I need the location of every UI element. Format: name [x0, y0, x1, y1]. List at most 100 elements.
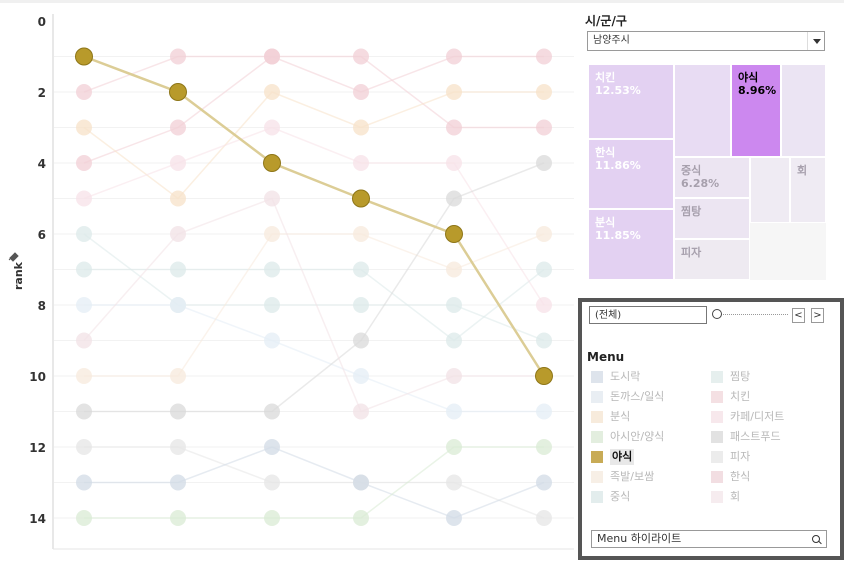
legend-swatch — [591, 471, 603, 483]
series-line-아시안/양식 — [84, 446, 544, 519]
series-line-치킨 — [83, 55, 544, 93]
treemap-cell-label: 회 — [797, 164, 808, 177]
treemap-cell[interactable] — [750, 157, 790, 223]
treemap-cell[interactable]: 회 — [790, 157, 826, 223]
page-next-button[interactable]: > — [811, 308, 824, 323]
data-point-아시안/양식 — [76, 510, 92, 526]
series-line-회 — [83, 197, 544, 413]
data-point-회 — [264, 190, 280, 207]
data-point-피자 — [264, 474, 280, 491]
legend-swatch — [591, 431, 603, 443]
menu-legend-panel: (전체) < > Menu 도시락 돈까스/일식 분식 아시안/양식 야식 족발/보쌈 중식… — [578, 298, 844, 560]
legend-swatch — [711, 371, 723, 383]
series-line-돈까스/일식 — [84, 304, 544, 413]
legend-label: 패스트푸드 — [730, 430, 781, 443]
data-point-족발/보쌈 — [264, 226, 280, 242]
treemap-cell[interactable]: 중식 6.28% — [674, 157, 750, 198]
data-point-돈까스/일식 — [446, 403, 462, 420]
y-tick-label: 10 — [29, 370, 46, 384]
data-point-분식 — [76, 119, 92, 136]
data-point-아시안/양식 — [353, 510, 369, 526]
treemap-cell[interactable]: 치킨 12.53% — [588, 64, 674, 139]
series-line-한식 — [83, 55, 544, 164]
treemap-cell[interactable]: 찜탕 — [674, 198, 750, 239]
data-point-치킨 — [536, 48, 552, 65]
data-point-야식 — [445, 225, 463, 243]
data-point-도시락 — [76, 474, 92, 491]
data-point-카페/디저트 — [446, 155, 462, 171]
treemap-cell[interactable] — [674, 64, 731, 157]
data-point-한식 — [76, 155, 92, 171]
treemap-cell[interactable]: 분식 11.85% — [588, 209, 674, 280]
data-point-카페/디저트 — [170, 155, 186, 171]
filter-title: 시/군/구 — [585, 14, 627, 28]
data-point-치킨 — [446, 48, 462, 65]
data-point-돈까스/일식 — [353, 368, 369, 384]
pin-icon — [8, 252, 19, 262]
data-point-족발/보쌈 — [170, 368, 186, 384]
data-point-분식 — [170, 190, 186, 207]
rank-chart: 0 2 4 6 8 10 12 14 rank — [8, 14, 574, 550]
y-tick-label: 6 — [38, 228, 46, 242]
series-line-카페/디저트 — [83, 126, 545, 306]
district-dropdown[interactable]: 남양주시 — [587, 31, 825, 51]
data-point-찜탕 — [353, 261, 369, 278]
page-prev-button[interactable]: < — [792, 308, 805, 323]
top-divider — [0, 0, 844, 3]
data-point-찜탕 — [170, 261, 186, 278]
treemap-cell[interactable]: 피자 — [674, 239, 750, 280]
treemap-cell[interactable]: 한식 11.86% — [588, 139, 674, 209]
data-point-패스트푸드 — [536, 155, 552, 171]
data-point-카페/디저트 — [536, 297, 552, 313]
data-point-야식 — [75, 47, 93, 66]
data-point-회 — [76, 332, 92, 349]
data-point-피자 — [76, 439, 92, 455]
legend-label: 중식 — [610, 490, 631, 503]
page-filter-value[interactable]: (전체) — [589, 306, 707, 324]
data-point-아시안/양식 — [264, 510, 280, 526]
legend-swatch — [591, 491, 603, 503]
treemap-cell-label: 찜탕 — [681, 205, 702, 218]
data-point-회 — [353, 403, 369, 420]
data-point-중식 — [446, 297, 462, 313]
legend-swatch — [711, 471, 723, 483]
data-point-패스트푸드 — [446, 190, 462, 207]
page-slider-thumb[interactable] — [712, 309, 722, 319]
y-axis-title: rank — [12, 261, 25, 290]
data-point-피자 — [446, 474, 462, 491]
data-point-카페/디저트 — [264, 119, 280, 136]
series-line-족발/보쌈 — [84, 233, 545, 377]
data-point-아시안/양식 — [446, 439, 462, 455]
district-dropdown-value: 남양주시 — [593, 35, 630, 46]
data-point-카페/디저트 — [76, 190, 92, 207]
legend-label: 분식 — [610, 410, 631, 423]
data-point-한식 — [536, 119, 552, 136]
data-point-아시안/양식 — [170, 510, 186, 526]
data-point-한식 — [353, 48, 369, 65]
treemap-cell[interactable] — [781, 64, 826, 157]
data-point-도시락 — [446, 510, 462, 526]
treemap-cell[interactable]: 야식 8.96% — [731, 64, 781, 157]
menu-highlight-search[interactable]: Menu 하이라이트 — [591, 530, 827, 548]
data-point-찜탕 — [536, 261, 552, 278]
legend-swatch — [711, 411, 723, 423]
rank-chart-svg: 0 2 4 6 8 10 12 14 rank — [8, 14, 574, 550]
y-tick-label: 4 — [38, 157, 46, 171]
treemap-cell-label: 분식 11.85% — [595, 216, 641, 242]
legend-label: 돈까스/일식 — [610, 390, 665, 403]
legend-swatch — [711, 391, 723, 403]
data-point-한식 — [264, 48, 280, 65]
data-point-패스트푸드 — [353, 332, 369, 349]
data-point-족발/보쌈 — [446, 261, 462, 278]
data-point-야식 — [169, 83, 187, 101]
legend-label: 한식 — [730, 470, 751, 483]
data-point-중식 — [76, 226, 92, 242]
series-line-분식 — [83, 91, 544, 200]
data-point-도시락 — [536, 474, 552, 491]
y-tick-label: 12 — [29, 441, 46, 455]
page-slider-track[interactable] — [718, 314, 788, 315]
series-line-피자 — [84, 446, 545, 519]
chevron-down-icon[interactable] — [807, 32, 824, 50]
data-point-패스트푸드 — [76, 403, 92, 420]
legend-label: 치킨 — [730, 390, 751, 403]
